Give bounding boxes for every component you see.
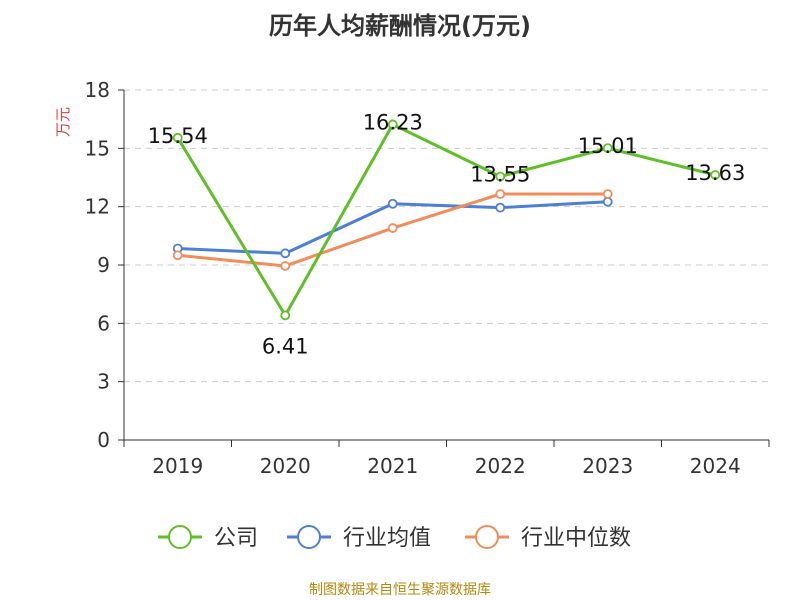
data-point: [387, 198, 398, 209]
data-point: [387, 119, 398, 130]
x-tick-label: 2024: [690, 454, 741, 478]
y-tick-label: 9: [97, 253, 110, 277]
data-point: [280, 310, 291, 321]
data-point: [172, 132, 183, 143]
legend-swatch-marker: [297, 525, 321, 549]
data-label: 15.54: [148, 124, 208, 148]
y-tick-label: 18: [85, 78, 110, 102]
data-point: [602, 143, 613, 154]
data-point: [172, 250, 183, 261]
data-label: 13.55: [470, 163, 530, 187]
legend-label: 行业均值: [343, 526, 431, 551]
data-label: 16.23: [363, 110, 423, 134]
legend-label: 行业中位数: [521, 526, 631, 551]
data-label: 15.01: [578, 134, 638, 158]
x-tick-label: 2022: [475, 454, 526, 478]
chart-title: 历年人均薪酬情况(万元): [269, 12, 531, 40]
y-tick-label: 6: [97, 311, 110, 335]
data-point: [602, 196, 613, 207]
x-tick-label: 2019: [152, 454, 203, 478]
y-tick-label: 15: [85, 136, 110, 160]
data-point: [602, 189, 613, 199]
legend-swatch-marker: [168, 525, 192, 549]
data-label: 13.63: [685, 161, 745, 185]
x-tick-label: 2023: [582, 454, 633, 478]
data-point: [495, 202, 506, 213]
data-point: [387, 223, 398, 233]
legend-swatch-marker: [475, 525, 499, 549]
data-point: [495, 189, 506, 199]
x-tick-label: 2020: [260, 454, 311, 478]
data-point: [495, 171, 506, 182]
y-tick-label: 12: [85, 195, 110, 219]
data-label: 6.41: [262, 334, 309, 358]
data-point: [280, 261, 291, 271]
legend-label: 公司: [214, 526, 258, 551]
data-point: [280, 248, 291, 259]
y-tick-label: 0: [97, 428, 110, 452]
data-point: [710, 170, 721, 180]
y-tick-label: 3: [97, 370, 110, 394]
y-axis-title: 万元: [54, 107, 72, 137]
series-line: [176, 122, 716, 317]
source-note: 制图数据来自恒生聚源数据库: [309, 582, 491, 598]
x-tick-label: 2021: [367, 454, 418, 478]
